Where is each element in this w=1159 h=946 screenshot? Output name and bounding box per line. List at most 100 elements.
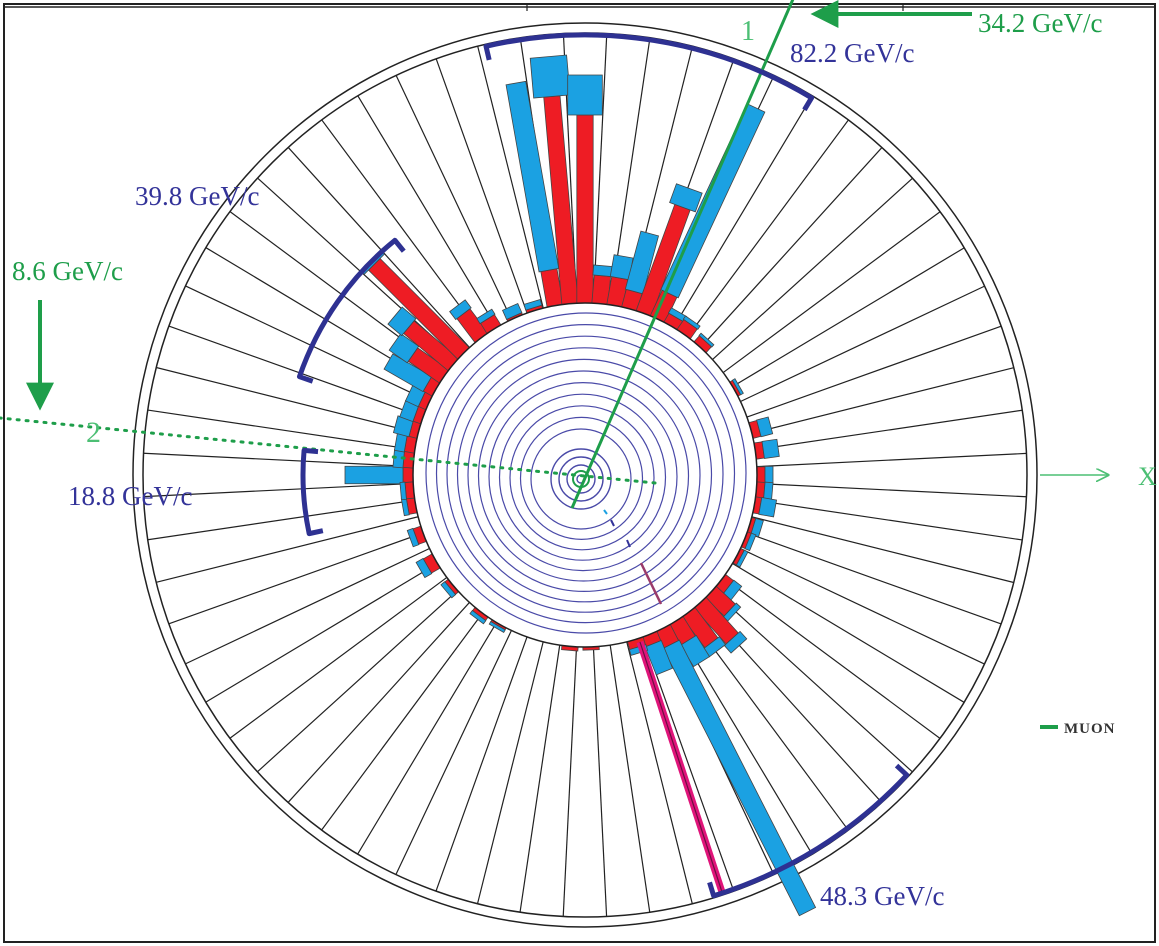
hadronic-energy-bar <box>476 308 496 325</box>
hadronic-energy-bar <box>662 639 817 917</box>
drift-chamber-layer <box>519 416 644 540</box>
em-energy-bar <box>576 114 594 306</box>
jet-bracket-top <box>483 32 815 112</box>
muon-1-index-label: 1 <box>741 16 755 47</box>
muon-2-index-label: 2 <box>86 416 101 449</box>
drift-chamber-layer <box>509 405 655 551</box>
hadronic-energy-bar <box>567 74 603 116</box>
cell-boundary <box>287 147 470 348</box>
track-segment <box>603 509 608 515</box>
cell-boundary <box>156 516 419 583</box>
hadronic-energy-bar <box>644 639 674 676</box>
legend-muon-label: MUON <box>1064 721 1116 737</box>
cell-boundary <box>357 622 498 855</box>
track-segment <box>610 519 615 527</box>
cell-boundary <box>755 499 1023 541</box>
cell-boundary <box>287 602 470 803</box>
drift-chamber-layer <box>456 347 713 603</box>
drift-chamber-layer <box>467 358 701 592</box>
hadronic-energy-bar <box>682 315 701 330</box>
cell-boundary <box>700 147 883 348</box>
cell-boundary <box>395 75 513 320</box>
cell-boundary <box>756 452 1027 468</box>
jet-left-energy-label: 18.8 GeV/c <box>68 481 192 511</box>
cell-boundary <box>435 636 528 892</box>
cell-boundary <box>205 562 438 703</box>
cell-boundary <box>156 366 419 434</box>
cell-boundary <box>609 645 651 913</box>
hadronic-energy-bar <box>764 465 774 485</box>
figure-border <box>3 3 1156 943</box>
muon-1-momentum-label: 34.2 GeV/c <box>978 8 1102 38</box>
hadronic-energy-bar <box>488 620 506 634</box>
hadronic-energy-bar <box>761 438 780 459</box>
hadronic-energy-bar <box>763 481 774 501</box>
jet-bracket-upper-left <box>296 237 406 384</box>
jet-top-energy-label: 82.2 GeV/c <box>790 38 914 68</box>
cell-boundary <box>722 577 941 739</box>
cell-boundary <box>562 646 578 917</box>
drift-chamber-layer <box>446 335 724 613</box>
cell-boundary <box>321 612 483 831</box>
hadronic-energy-bar <box>505 80 560 273</box>
cell-boundary <box>712 590 913 773</box>
cell-boundary <box>746 325 1002 418</box>
cell-boundary <box>751 516 1014 584</box>
drift-chamber-layer <box>477 370 690 582</box>
cell-boundary <box>712 177 913 360</box>
cell-boundary <box>756 482 1027 498</box>
jet-bracket-bottom <box>707 763 910 899</box>
drift-chamber-layer <box>425 312 747 634</box>
electron-track-outline <box>639 641 723 893</box>
hadronic-energy-bar <box>399 481 407 501</box>
muon-1-track <box>570 0 795 509</box>
hadronic-energy-bar <box>406 527 420 548</box>
muon-2-track <box>0 416 657 485</box>
cell-boundary <box>185 547 430 665</box>
cell-boundary <box>168 532 424 625</box>
hadronic-energy-bar <box>698 332 715 348</box>
cell-boundary <box>395 630 512 875</box>
cell-boundary <box>519 645 561 913</box>
hadronic-energy-bar <box>469 609 487 625</box>
drift-chamber-layer <box>435 324 736 624</box>
hadronic-energy-bar <box>592 264 614 278</box>
cell-boundary <box>751 367 1014 434</box>
hadronic-energy-bar <box>523 298 543 311</box>
cell-boundary <box>435 58 528 314</box>
drift-chamber-layer <box>530 428 632 530</box>
hadronic-energy-bar <box>387 306 417 337</box>
cell-boundary <box>477 46 544 309</box>
cell-boundary <box>143 482 414 498</box>
cell-boundary <box>592 33 608 304</box>
cell-boundary <box>642 636 735 892</box>
hadronic-energy-bar <box>440 581 457 599</box>
cell-boundary <box>672 95 813 328</box>
hadronic-energy-bar <box>723 630 748 654</box>
cell-boundary <box>732 562 965 703</box>
hadronic-energy-bar <box>731 378 744 396</box>
hadronic-energy-bar <box>388 333 420 364</box>
cell-boundary <box>229 576 448 739</box>
jet-bottom-energy-label: 48.3 GeV/c <box>820 881 944 911</box>
vertex-detector-layer <box>566 464 596 494</box>
drift-chamber <box>425 312 747 634</box>
cell-boundary <box>321 119 484 338</box>
cell-boundary <box>592 646 608 917</box>
cell-boundary <box>626 641 693 904</box>
muon-2-momentum-label: 8.6 GeV/c <box>12 256 123 286</box>
jet-upper-left-energy-label: 39.8 GeV/c <box>135 181 259 211</box>
hadronic-energy-bar <box>529 54 571 99</box>
track-segment <box>626 539 631 548</box>
cell-boundary <box>722 211 941 374</box>
vertex-detector-layer <box>558 456 604 502</box>
cell-boundary <box>257 590 458 773</box>
hadronic-energy-bar <box>624 230 660 295</box>
cell-boundary <box>746 532 1002 625</box>
cell-boundary <box>755 409 1023 451</box>
hadronic-energy-bar <box>415 557 433 579</box>
hadronic-energy-bar <box>756 416 774 438</box>
hadronic-energy-bar <box>344 465 404 485</box>
